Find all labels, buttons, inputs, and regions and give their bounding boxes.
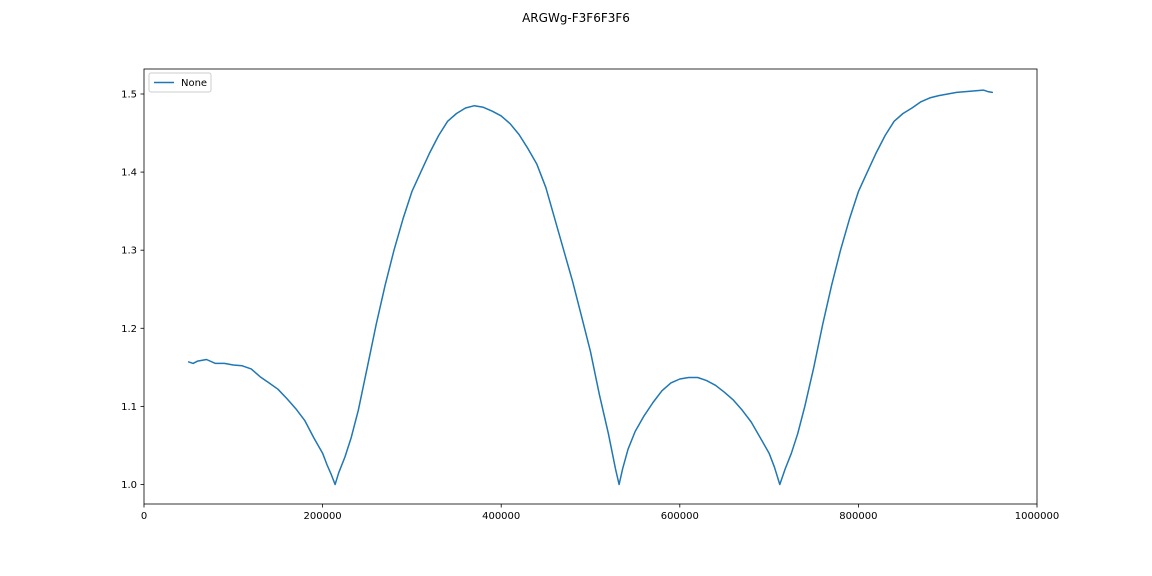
- legend-box: [148, 72, 212, 93]
- x-tick-label: 800000: [839, 511, 877, 522]
- plot-frame: [143, 68, 1038, 505]
- legend: None: [148, 72, 212, 93]
- x-tick-label: 1000000: [1015, 511, 1060, 522]
- y-tick-label: 1.0: [121, 480, 137, 491]
- legend-label: None: [181, 78, 207, 89]
- y-tick-label: 1.4: [121, 168, 137, 179]
- x-tick-label: 200000: [304, 511, 342, 522]
- x-axis: 0 200000 400000 600000 800000 1000000: [141, 504, 1059, 522]
- series-line: [187, 89, 994, 486]
- x-tick-label: 0: [141, 511, 147, 522]
- x-tick-label: 600000: [661, 511, 699, 522]
- chart-title: ARGWg-F3F6F3F6: [522, 11, 630, 25]
- x-tick-label: 400000: [482, 511, 520, 522]
- y-tick-label: 1.1: [121, 402, 137, 413]
- y-axis: 1.0 1.1 1.2 1.3 1.4 1.5: [121, 89, 144, 491]
- series-layer: [187, 89, 994, 486]
- plot-area: [144, 69, 1037, 504]
- y-tick-label: 1.2: [121, 324, 137, 335]
- y-tick-label: 1.3: [121, 246, 137, 257]
- y-tick-label: 1.5: [121, 89, 137, 100]
